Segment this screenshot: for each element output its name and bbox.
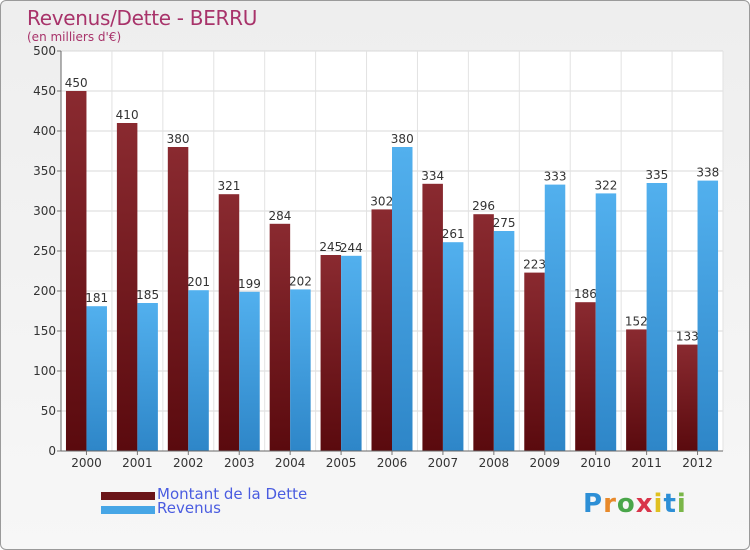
data-label-dette: 321	[218, 179, 241, 193]
bar-dette	[167, 147, 189, 451]
x-tick-label: 2008	[479, 456, 510, 470]
logo-letter: x	[635, 489, 654, 519]
legend-swatch-dette	[101, 492, 155, 500]
y-tick-label: 450	[33, 84, 56, 98]
data-label-dette: 245	[319, 240, 342, 254]
x-tick-label: 2000	[71, 456, 102, 470]
bar-revenus	[493, 231, 515, 451]
data-label-dette: 152	[625, 314, 648, 328]
y-tick-label: 50	[41, 404, 56, 418]
logo-letter: r	[603, 489, 617, 519]
data-label-revenus: 185	[136, 288, 159, 302]
bar-revenus	[86, 306, 107, 451]
bar-dette	[626, 329, 647, 451]
legend-label-dette: Montant de la Dette	[157, 485, 308, 503]
bar-dette	[269, 223, 291, 451]
y-tick-label: 100	[33, 364, 56, 378]
bar-dette	[422, 183, 443, 452]
x-tick-label: 2010	[580, 456, 611, 470]
bar-revenus	[239, 291, 260, 451]
data-label-dette: 302	[370, 194, 393, 208]
data-label-revenus: 333	[544, 170, 567, 184]
y-tick-label: 250	[33, 244, 56, 258]
bar-dette	[65, 91, 87, 451]
bar-revenus	[290, 289, 311, 451]
y-tick-label: 200	[33, 284, 56, 298]
logo-letter: o	[616, 489, 636, 519]
data-label-dette: 223	[523, 258, 546, 272]
legend-label-revenus: Revenus	[157, 499, 221, 517]
data-label-dette: 296	[472, 199, 495, 213]
y-tick-label: 0	[48, 444, 56, 458]
data-label-dette: 284	[268, 209, 291, 223]
y-tick-label: 300	[33, 204, 56, 218]
logo-letter: i	[653, 489, 664, 519]
x-tick-label: 2002	[173, 456, 204, 470]
x-tick-label: 2012	[682, 456, 713, 470]
legend-swatch-revenus	[101, 506, 155, 514]
data-label-dette: 450	[65, 76, 88, 90]
data-label-revenus: 338	[696, 166, 719, 180]
bar-revenus	[595, 193, 617, 451]
data-label-revenus: 199	[238, 277, 261, 291]
y-tick-label: 150	[33, 324, 56, 338]
x-tick-label: 2009	[529, 456, 560, 470]
bar-revenus	[137, 303, 158, 451]
y-tick-label: 350	[33, 164, 56, 178]
bar-dette	[677, 344, 698, 451]
bar-revenus	[341, 255, 362, 451]
data-label-dette: 334	[421, 169, 444, 183]
x-tick-label: 2005	[326, 456, 357, 470]
bar-dette	[320, 255, 342, 451]
data-label-revenus: 322	[594, 178, 617, 192]
data-label-revenus: 201	[187, 275, 210, 289]
data-label-dette: 133	[676, 330, 699, 344]
data-label-revenus: 202	[289, 274, 312, 288]
bar-revenus	[188, 290, 209, 451]
data-label-revenus: 261	[442, 227, 465, 241]
y-tick-label: 400	[33, 124, 56, 138]
logo-letter: P	[583, 489, 604, 519]
bar-dette	[218, 194, 240, 451]
chart-subtitle: (en milliers d'€)	[27, 30, 122, 44]
bar-revenus	[544, 184, 566, 451]
x-tick-label: 2011	[631, 456, 662, 470]
bar-revenus	[392, 147, 413, 451]
y-tick-label: 500	[33, 44, 56, 58]
data-label-revenus: 244	[340, 241, 363, 255]
bar-revenus	[697, 180, 719, 451]
data-label-revenus: 335	[645, 168, 668, 182]
bar-dette	[473, 214, 494, 451]
bar-revenus	[646, 183, 668, 451]
x-tick-label: 2004	[275, 456, 306, 470]
bar-dette	[575, 302, 596, 451]
x-tick-label: 2006	[377, 456, 408, 470]
logo-letter: t	[663, 489, 677, 519]
bar-revenus	[442, 242, 464, 451]
bar-dette	[524, 272, 545, 451]
x-tick-label: 2003	[224, 456, 255, 470]
data-label-dette: 186	[574, 287, 597, 301]
data-label-revenus: 275	[493, 216, 516, 230]
proxiti-logo: Proxiti	[583, 489, 687, 519]
x-tick-label: 2007	[428, 456, 459, 470]
data-label-dette: 410	[116, 108, 139, 122]
bar-dette	[116, 123, 138, 451]
bar-dette	[371, 209, 392, 451]
chart-title: Revenus/Dette - BERRU	[27, 6, 258, 30]
x-tick-label: 2001	[122, 456, 153, 470]
data-label-revenus: 380	[391, 132, 414, 146]
data-label-dette: 380	[167, 132, 190, 146]
logo-letter: i	[676, 489, 687, 519]
data-label-revenus: 181	[85, 291, 108, 305]
